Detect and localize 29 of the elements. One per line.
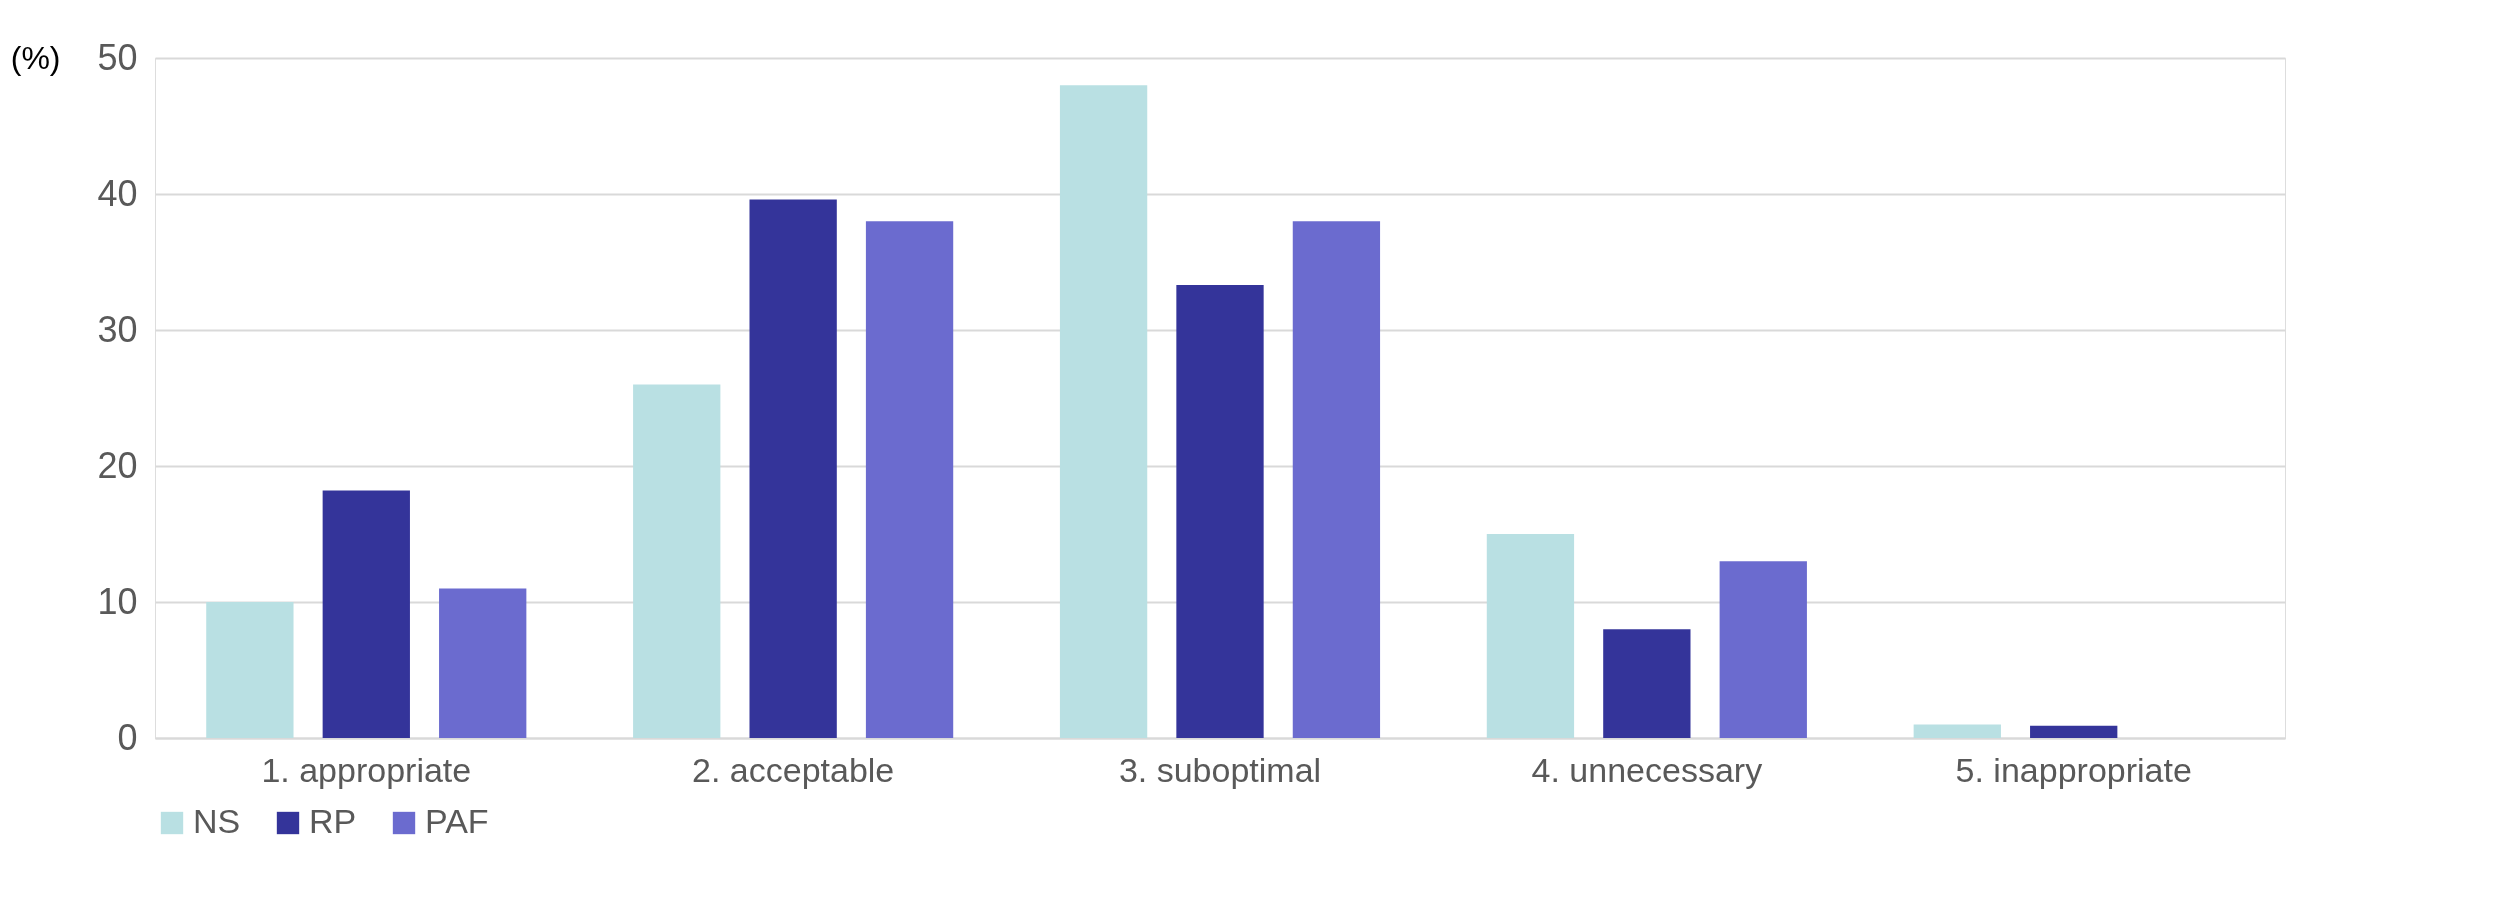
legend-label: NS xyxy=(193,802,241,840)
bar xyxy=(206,602,294,738)
x-tick-label: 2. acceptable xyxy=(692,750,895,789)
y-tick-label: 50 xyxy=(97,36,138,78)
bar xyxy=(1603,629,1691,738)
bar xyxy=(1292,221,1381,738)
bar xyxy=(322,490,410,738)
y-axis-title: (%) xyxy=(10,39,61,76)
bar xyxy=(1913,724,2001,738)
legend-label: PAF xyxy=(425,802,489,840)
x-tick-label: 5. inappropriate xyxy=(1955,750,2192,789)
y-tick-label: 20 xyxy=(97,444,138,486)
bar xyxy=(1486,534,1575,738)
bar xyxy=(1719,561,1807,738)
legend-label: RP xyxy=(309,802,357,840)
bar xyxy=(2030,725,2118,738)
y-tick-label: 30 xyxy=(97,308,138,350)
y-tick-label: 40 xyxy=(97,172,138,214)
bar xyxy=(1059,85,1148,738)
x-tick-label: 4. unnecessary xyxy=(1531,750,1763,789)
x-tick-label: 1. appropriate xyxy=(261,750,472,789)
bar xyxy=(865,221,954,738)
y-tick-label: 0 xyxy=(117,716,138,758)
bar xyxy=(1176,285,1264,738)
bar xyxy=(749,199,837,738)
x-tick-label: 3. suboptimal xyxy=(1118,750,1322,789)
y-tick-label: 10 xyxy=(97,580,138,622)
bar xyxy=(633,384,721,738)
bar xyxy=(439,588,527,738)
